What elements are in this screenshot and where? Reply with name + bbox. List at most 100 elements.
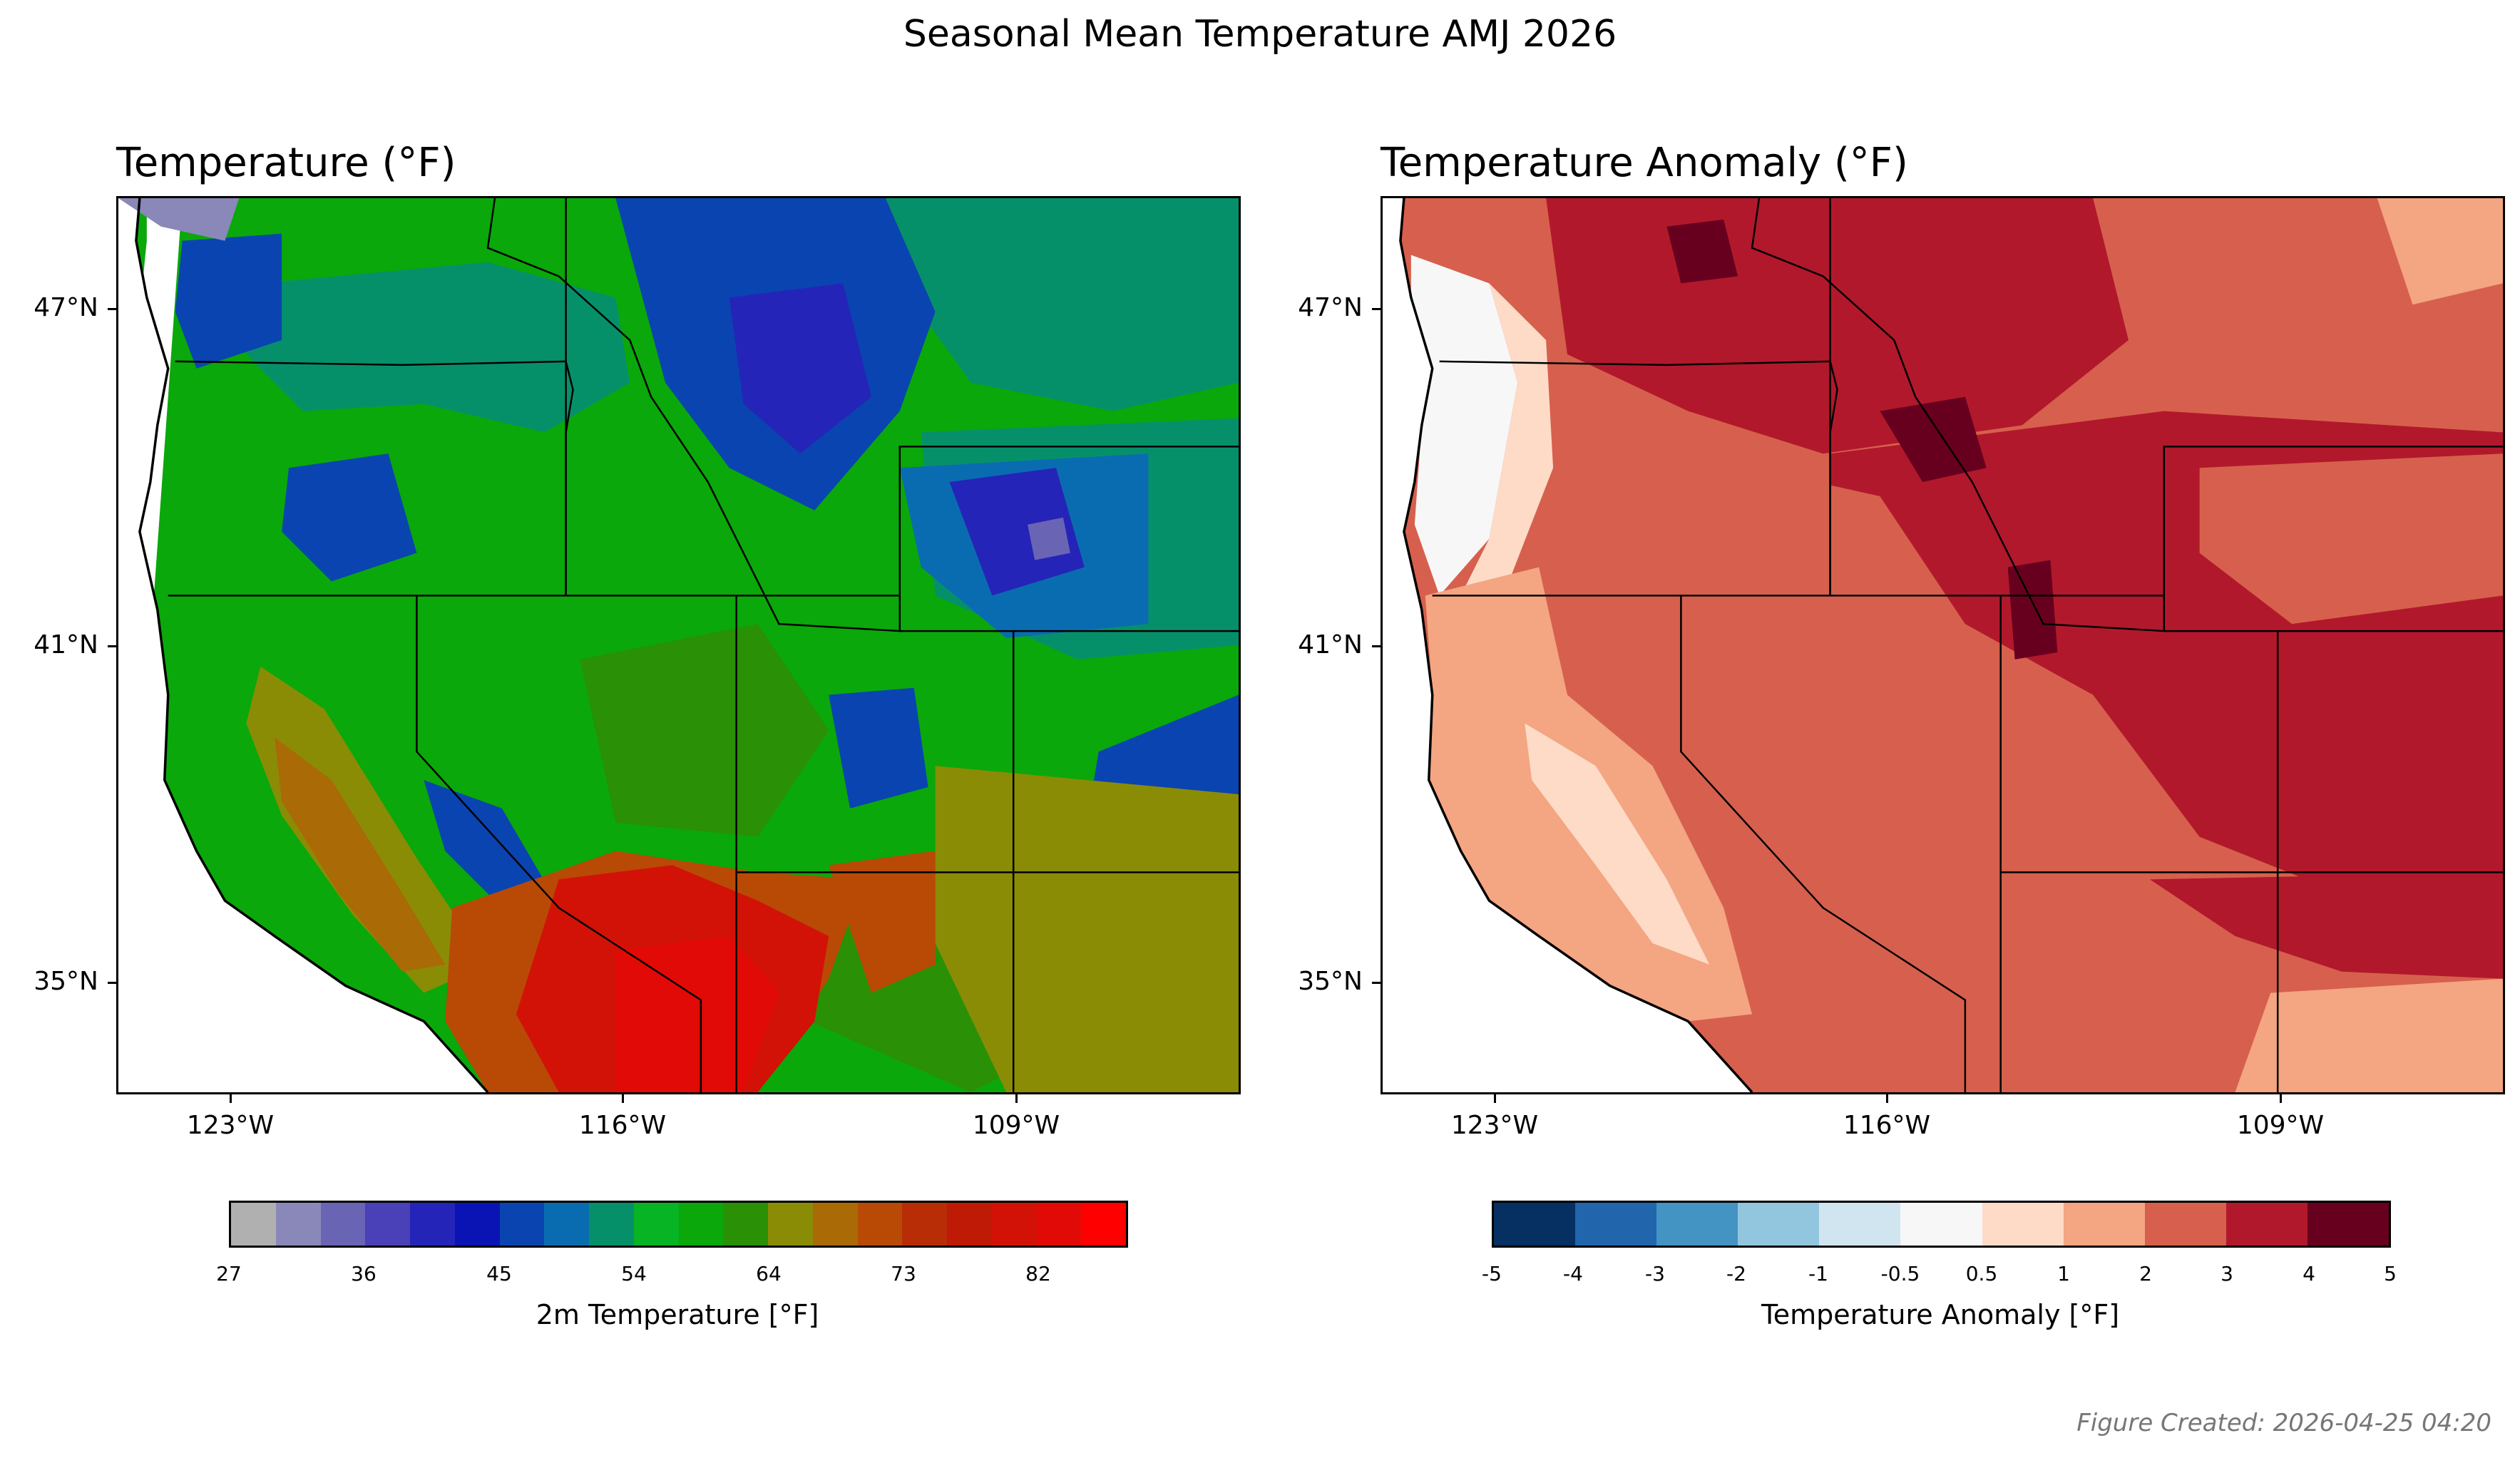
colorbar-tick-label: 54 xyxy=(621,1262,647,1285)
cold-zone xyxy=(729,283,871,454)
lon-tick-label: 116°W xyxy=(1843,1111,1931,1140)
colorbar-tick-label: 45 xyxy=(486,1262,512,1285)
colorbar-tick-label: -3 xyxy=(1645,1262,1665,1285)
colorbar-swatch xyxy=(2307,1203,2390,1246)
colorbar-tick-label: 64 xyxy=(756,1262,782,1285)
colorbar-tick-label: 36 xyxy=(351,1262,377,1285)
state-borders xyxy=(168,198,1239,1092)
colorbar-tick-label: 73 xyxy=(891,1262,916,1285)
lat-tick-label: 35°N xyxy=(1298,967,1363,996)
lon-tick-label: 116°W xyxy=(578,1111,667,1140)
cold-zone xyxy=(949,468,1085,596)
lon-tick-label: 109°W xyxy=(972,1111,1060,1140)
lat-tick-label: 47°N xyxy=(1298,293,1363,322)
anomaly-small xyxy=(1446,283,1554,625)
colorbar-tick-label: -4 xyxy=(1563,1262,1583,1285)
anomaly-very-high xyxy=(1666,219,1738,284)
colorbar-swatch xyxy=(947,1203,992,1246)
cold-zone xyxy=(175,233,282,369)
tick-mark xyxy=(622,1094,624,1103)
hot-zone xyxy=(829,851,936,993)
tick-mark xyxy=(1494,1094,1496,1103)
tick-mark xyxy=(1372,645,1381,647)
colorbar-swatch xyxy=(1738,1203,1820,1246)
temperature-colorbar-label: 2m Temperature [°F] xyxy=(536,1299,819,1330)
anomaly-high xyxy=(2149,872,2503,979)
colorbar-swatch xyxy=(812,1203,858,1246)
colorbar-swatch xyxy=(410,1203,455,1246)
cool-zone xyxy=(246,262,630,433)
cold-zone xyxy=(829,687,928,808)
ocean-region xyxy=(118,198,488,1092)
ocean-region xyxy=(1383,198,1753,1092)
colorbar-tick-label: 2 xyxy=(2139,1262,2152,1285)
lat-tick-label: 41°N xyxy=(34,630,98,659)
colorbar-swatch xyxy=(857,1203,903,1246)
colorbar-swatch xyxy=(1900,1203,1982,1246)
colorbar-swatch xyxy=(2144,1203,2226,1246)
warm-zone xyxy=(246,666,488,993)
anomaly-panel-title: Temperature Anomaly (°F) xyxy=(1381,140,1908,186)
cold-zone xyxy=(424,780,552,908)
temperature-map xyxy=(116,196,1241,1094)
anomaly-near-zero xyxy=(1525,723,1710,965)
colorbar-swatch xyxy=(633,1203,679,1246)
colorbar-swatch xyxy=(1036,1203,1082,1246)
anomaly-map-svg xyxy=(1383,198,2503,1092)
colorbar-tick-label: -2 xyxy=(1726,1262,1746,1285)
colorbar-tick-label: 5 xyxy=(2384,1262,2397,1285)
tick-mark xyxy=(2280,1094,2282,1103)
tick-mark xyxy=(1015,1094,1018,1103)
tick-mark xyxy=(1372,982,1381,984)
mild-zone xyxy=(580,624,829,837)
colorbar-swatch xyxy=(275,1203,321,1246)
tick-mark xyxy=(108,645,116,647)
colorbar-swatch xyxy=(231,1203,276,1246)
anomaly-very-high xyxy=(1880,396,1987,483)
tick-mark xyxy=(108,308,116,310)
temperature-map-svg xyxy=(118,198,1239,1092)
figure-created-timestamp: Figure Created: 2026-04-25 04:20 xyxy=(2076,1409,2491,1437)
anomaly-near-zero xyxy=(1410,255,1518,596)
colorbar-tick-label: 3 xyxy=(2221,1262,2233,1285)
anomaly-small xyxy=(2235,978,2503,1092)
anomaly-very-high xyxy=(2007,560,2058,659)
colorbar-swatch xyxy=(1656,1203,1738,1246)
colorbar-swatch xyxy=(544,1203,589,1246)
lon-tick-label: 123°W xyxy=(1450,1111,1539,1140)
coastline xyxy=(135,198,489,1092)
cold-zone xyxy=(282,453,417,582)
hot-zone xyxy=(615,936,779,1092)
lat-tick-label: 35°N xyxy=(34,967,98,996)
colorbar-swatch xyxy=(454,1203,500,1246)
anomaly-mid xyxy=(2199,453,2503,625)
colorbar-tick-label: -0.5 xyxy=(1880,1262,1920,1285)
colorbar-tick-label: -5 xyxy=(1482,1262,1502,1285)
colorbar-swatch xyxy=(320,1203,366,1246)
anomaly-colorbar xyxy=(1492,1201,2391,1248)
tick-mark xyxy=(1886,1094,1888,1103)
coastline xyxy=(1399,198,1753,1092)
cool-zone xyxy=(885,198,1239,411)
warm-zone xyxy=(275,737,446,972)
figure-title: Seasonal Mean Temperature AMJ 2026 xyxy=(903,13,1617,56)
colorbar-swatch xyxy=(365,1203,410,1246)
colorbar-tick-label: 1 xyxy=(2057,1262,2070,1285)
colorbar-tick-label: 82 xyxy=(1025,1262,1051,1285)
colorbar-swatch xyxy=(1081,1203,1126,1246)
colorbar-swatch xyxy=(1494,1203,1576,1246)
lat-tick-label: 47°N xyxy=(34,293,98,322)
colorbar-swatch xyxy=(1819,1203,1901,1246)
colorbar-swatch xyxy=(902,1203,947,1246)
colorbar-swatch xyxy=(768,1203,813,1246)
colorbar-swatch xyxy=(1982,1203,2064,1246)
temperature-colorbar xyxy=(229,1201,1128,1248)
warm-zone xyxy=(935,766,1239,1092)
tick-mark xyxy=(1372,308,1381,310)
lat-tick-label: 41°N xyxy=(1298,630,1363,659)
anomaly-mid xyxy=(1752,468,1965,659)
lon-tick-label: 123°W xyxy=(186,1111,275,1140)
cold-zone xyxy=(118,198,240,241)
anomaly-map xyxy=(1381,196,2505,1094)
colorbar-swatch xyxy=(2226,1203,2308,1246)
